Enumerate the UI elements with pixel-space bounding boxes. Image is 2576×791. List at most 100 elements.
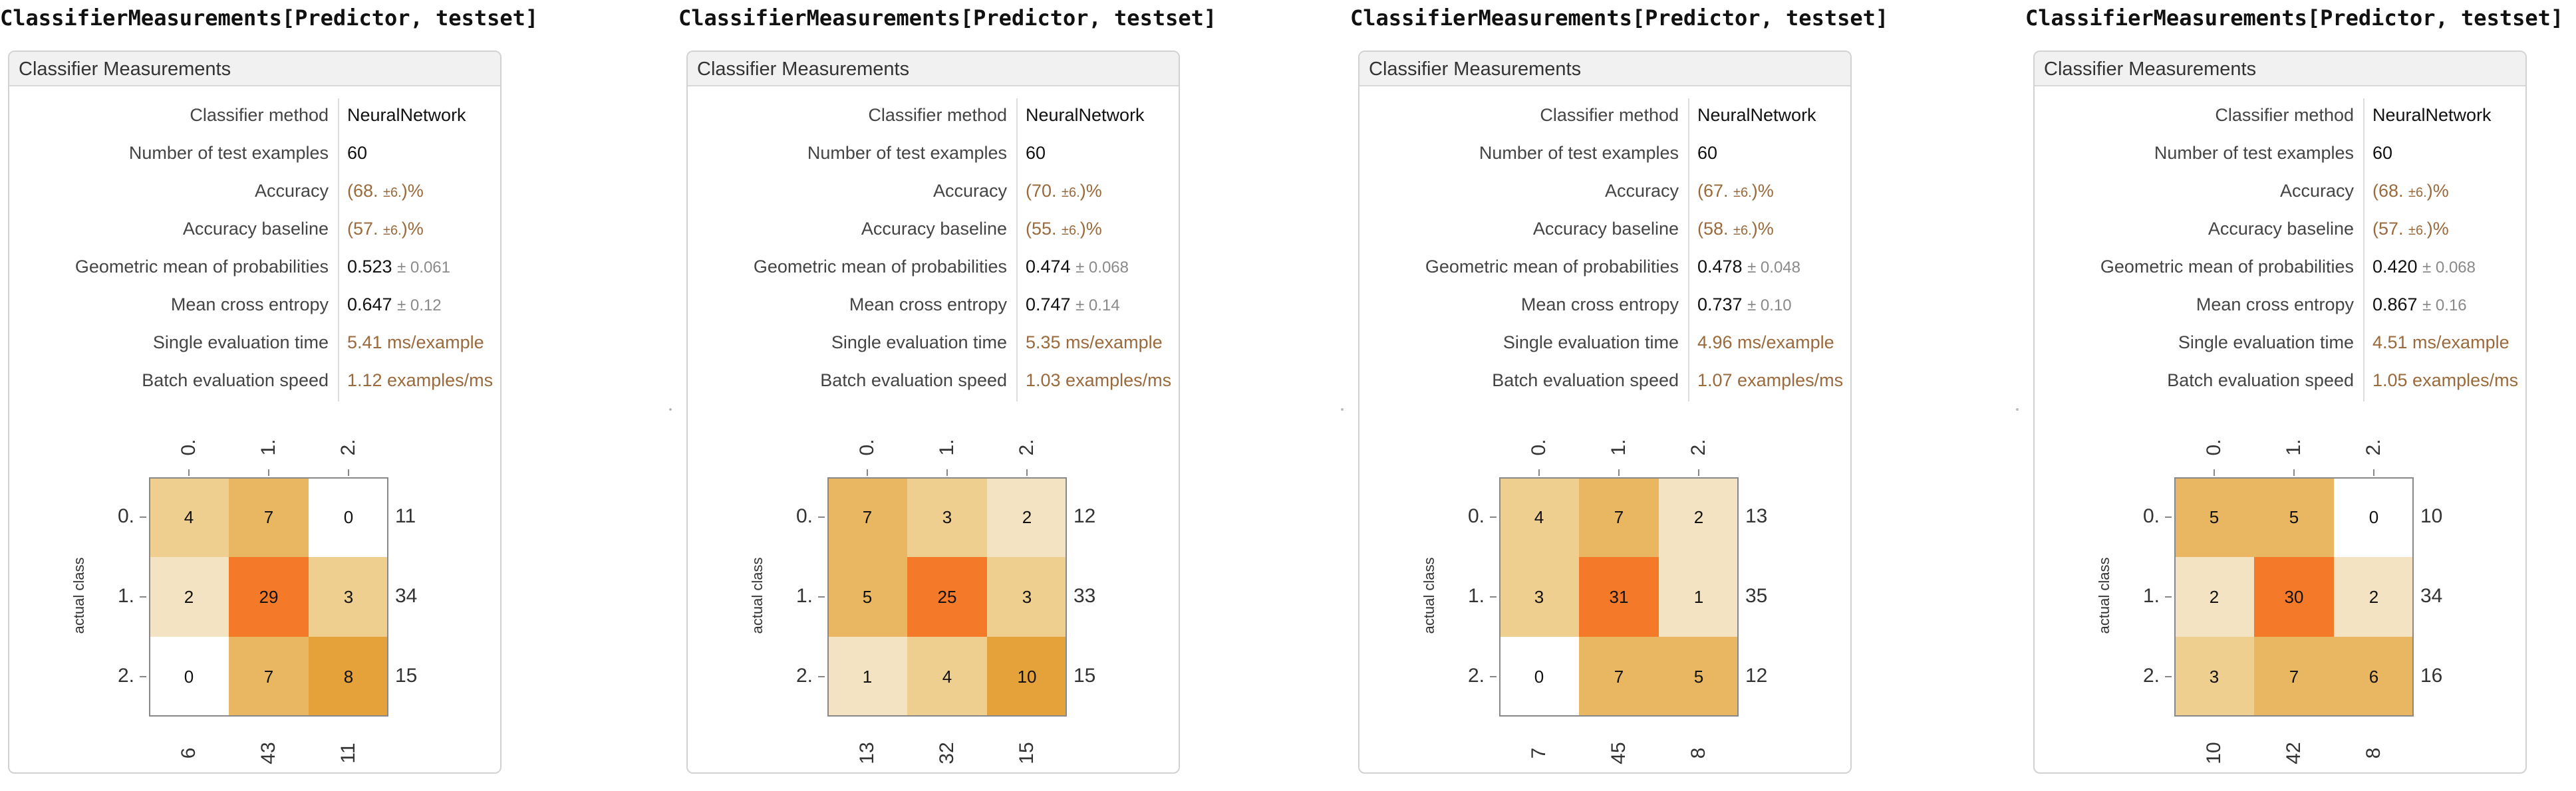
matrix-cell[interactable]: 7 xyxy=(827,477,907,557)
matrix-cell[interactable]: 10 xyxy=(987,637,1067,717)
column-divider xyxy=(2363,326,2364,364)
baseline-value: (57. ±6.)% xyxy=(2372,219,2449,239)
measurement-label: Accuracy xyxy=(1604,181,1679,201)
column-divider xyxy=(2363,364,2364,401)
matrix-cell[interactable]: 7 xyxy=(1579,477,1659,557)
input-expression[interactable]: ClassifierMeasurements[Predictor, testse… xyxy=(0,5,539,31)
matrix-cell[interactable]: 5 xyxy=(2254,477,2334,557)
measurement-row: Accuracy (68. ±6.)% xyxy=(2035,174,2525,212)
column-divider xyxy=(338,136,339,174)
matrix-cell[interactable]: 3 xyxy=(1499,557,1579,637)
value-suffix: )% xyxy=(2426,181,2449,201)
matrix-cell[interactable]: 2 xyxy=(987,477,1067,557)
value-uncertainty: ± 0.12 xyxy=(397,296,442,314)
column-divider xyxy=(1016,250,1018,288)
value-estimate: 0.647 xyxy=(347,294,392,314)
matrix-cell[interactable]: 2 xyxy=(2174,557,2254,637)
value-uncertainty: ±6. xyxy=(2408,223,2427,238)
measurement-label: Single evaluation time xyxy=(1503,332,1679,352)
matrix-cell[interactable]: 7 xyxy=(2254,637,2334,717)
measurement-value: 4.51 ms/example xyxy=(2372,332,2509,352)
input-expression[interactable]: ClassifierMeasurements[Predictor, testse… xyxy=(678,5,1217,31)
matrix-cell[interactable]: 4 xyxy=(149,477,229,557)
matrix-frame xyxy=(827,477,1067,717)
measurement-row: Single evaluation time 4.96 ms/example xyxy=(1360,326,1850,364)
measurement-label: Number of test examples xyxy=(2154,143,2354,163)
panel-header[interactable]: Classifier Measurements xyxy=(9,52,500,86)
matrix-cell[interactable]: 2 xyxy=(1659,477,1739,557)
row-total: 13 xyxy=(1745,505,1768,527)
matrix-cell[interactable]: 31 xyxy=(1579,557,1659,637)
measurement-label: Number of test examples xyxy=(128,143,329,163)
measurement-label: Mean cross entropy xyxy=(849,294,1007,314)
input-expression[interactable]: ClassifierMeasurements[Predictor, testse… xyxy=(1350,5,1889,31)
matrix-cell[interactable]: 4 xyxy=(907,637,987,717)
matrix-cell[interactable]: 7 xyxy=(229,477,309,557)
matrix-cell[interactable]: 3 xyxy=(2174,637,2254,717)
row-class-label: 1. xyxy=(795,585,813,607)
column-class-label: 0. xyxy=(178,439,200,456)
panel-header[interactable]: Classifier Measurements xyxy=(688,52,1179,86)
column-divider xyxy=(2363,288,2364,326)
value-uncertainty: ± 0.061 xyxy=(397,259,450,277)
matrix-cell[interactable]: 30 xyxy=(2254,557,2334,637)
matrix-cell[interactable]: 5 xyxy=(1659,637,1739,717)
column-divider xyxy=(2363,98,2364,136)
column-total: 43 xyxy=(257,742,279,764)
measurement-label: Geometric mean of probabilities xyxy=(753,257,1007,277)
matrix-cell[interactable]: 0 xyxy=(1499,637,1579,717)
confusion-matrix[interactable]: 0.1.2.0.472131.3311352.075127458predicte… xyxy=(1360,52,1850,772)
value-estimate: (58. xyxy=(1697,219,1729,239)
column-class-label: 2. xyxy=(2362,439,2384,456)
matrix-cell[interactable]: 1 xyxy=(827,637,907,717)
matrix-cell[interactable]: 7 xyxy=(1579,637,1659,717)
tick-mark xyxy=(818,516,825,518)
classifier-output-1: ClassifierMeasurements[Predictor, testse… xyxy=(0,0,538,791)
confusion-matrix[interactable]: 0.1.2.0.732121.5253332.141015133215predi… xyxy=(688,52,1179,772)
matrix-cell[interactable]: 1 xyxy=(1659,557,1739,637)
row-class-label: 1. xyxy=(1467,585,1485,607)
measurement-value: 1.12 examples/ms xyxy=(347,370,494,390)
measurement-label: Mean cross entropy xyxy=(170,294,329,314)
confusion-matrix[interactable]: 0.1.2.0.550101.2302342.3761610428predict… xyxy=(2035,52,2525,772)
matrix-cell[interactable]: 2 xyxy=(2334,557,2414,637)
value-estimate: 0.478 xyxy=(1697,257,1743,277)
input-expression[interactable]: ClassifierMeasurements[Predictor, testse… xyxy=(2025,5,2564,31)
matrix-cell[interactable]: 25 xyxy=(907,557,987,637)
matrix-cell[interactable]: 2 xyxy=(149,557,229,637)
matrix-cell[interactable]: 5 xyxy=(827,557,907,637)
column-divider xyxy=(338,212,339,250)
matrix-cell[interactable]: 0 xyxy=(149,637,229,717)
matrix-cell[interactable]: 4 xyxy=(1499,477,1579,557)
matrix-cell[interactable]: 29 xyxy=(229,557,309,637)
matrix-cell[interactable]: 5 xyxy=(2174,477,2254,557)
row-total: 34 xyxy=(2420,585,2443,607)
tick-mark xyxy=(2373,469,2374,476)
baseline-value: (57. ±6.)% xyxy=(347,219,424,239)
panel-header[interactable]: Classifier Measurements xyxy=(2035,52,2525,86)
column-class-label: 1. xyxy=(936,439,958,456)
matrix-cell[interactable]: 6 xyxy=(2334,637,2414,717)
tick-mark xyxy=(140,676,146,677)
matrix-cell[interactable]: 8 xyxy=(309,637,388,717)
matrix-cell[interactable]: 7 xyxy=(229,637,309,717)
column-divider xyxy=(1688,136,1689,174)
panel-header[interactable]: Classifier Measurements xyxy=(1360,52,1850,86)
column-divider xyxy=(1688,212,1689,250)
confusion-matrix[interactable]: 0.1.2.0.470111.2293342.0781564311predict… xyxy=(9,52,500,772)
matrix-cell[interactable]: 3 xyxy=(309,557,388,637)
measurement-value: 1.07 examples/ms xyxy=(1697,370,1844,390)
matrix-cell[interactable]: 0 xyxy=(2334,477,2414,557)
measurement-value: 1.05 examples/ms xyxy=(2372,370,2519,390)
measurement-value: 0.867 ± 0.16 xyxy=(2372,294,2467,315)
tick-mark xyxy=(348,469,349,476)
matrix-cell[interactable]: 3 xyxy=(987,557,1067,637)
measurement-row: Classifier method NeuralNetwork xyxy=(1360,98,1850,136)
measurement-value: 0.523 ± 0.061 xyxy=(347,257,450,277)
measurement-label: Accuracy baseline xyxy=(1532,219,1679,239)
column-total: 7 xyxy=(1528,747,1550,759)
column-divider xyxy=(1688,250,1689,288)
column-divider xyxy=(1016,364,1018,401)
matrix-cell[interactable]: 3 xyxy=(907,477,987,557)
matrix-cell[interactable]: 0 xyxy=(309,477,388,557)
